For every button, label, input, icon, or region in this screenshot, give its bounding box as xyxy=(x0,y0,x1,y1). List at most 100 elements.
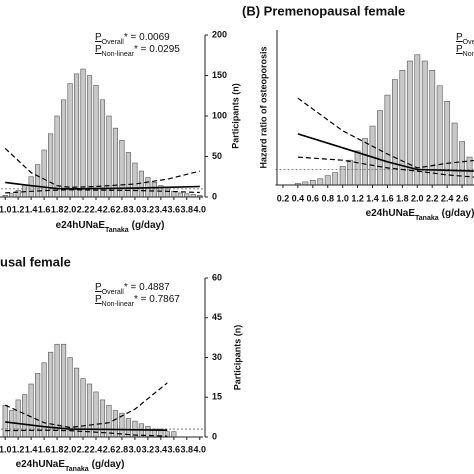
x-tick-label: 1.4 xyxy=(366,193,379,203)
p-value-annotation: POverall xyxy=(456,32,474,46)
x-tick-label: 3.0 xyxy=(129,444,142,454)
bar xyxy=(73,73,80,198)
x-tick-label: 3.4 xyxy=(155,204,168,214)
p-value: * = 0.0295 xyxy=(134,44,180,55)
bar xyxy=(54,115,60,198)
hr-line xyxy=(5,421,168,431)
bar xyxy=(2,404,8,438)
bar xyxy=(28,176,34,198)
x-tick-label: 1.8 xyxy=(51,444,64,454)
bar xyxy=(317,178,324,186)
x-tick-label: 0.4 xyxy=(292,193,305,203)
x-label-unit: (g/day) xyxy=(132,220,165,231)
p-value: * = 0.7867 xyxy=(134,294,180,305)
bar xyxy=(309,180,316,186)
panel-title: (B) Premenopausal female xyxy=(242,3,405,18)
x-tick-label: 2.2 xyxy=(426,193,439,203)
p-value-annotation: PNon-linear* = 0.7867 xyxy=(95,294,180,308)
p-value: * = 0.0069 xyxy=(124,32,170,43)
x-tick-label: 3.0 xyxy=(129,204,142,214)
x-tick-label: 1.8 xyxy=(396,193,409,203)
x-tick-label: 2.0 xyxy=(64,204,77,214)
p-letter: P xyxy=(95,32,102,43)
x-tick-label: 2.6 xyxy=(103,204,116,214)
x-tick-label: 3.2 xyxy=(142,204,155,214)
bar xyxy=(171,431,177,438)
bar xyxy=(61,343,67,438)
bar xyxy=(384,94,391,186)
y2-tick-label: 50 xyxy=(212,151,222,161)
x-tick-label: 1.4 xyxy=(25,444,38,454)
x-tick-label: 2.2 xyxy=(77,204,90,214)
p-value-annotation: PNon-linear xyxy=(456,44,474,58)
y2-tick-label: 200 xyxy=(212,29,227,39)
x-tick-label: 4.0 xyxy=(193,444,206,454)
y2-tick-label: 150 xyxy=(212,70,227,80)
bar xyxy=(67,83,73,198)
p-subscript: Non-linear xyxy=(102,51,135,58)
y-axis-label: Hazard ratio of osteoporosis xyxy=(258,46,268,168)
p-letter: P xyxy=(95,294,102,305)
x-tick-label: 1.2 xyxy=(351,193,364,203)
bar xyxy=(41,149,47,198)
bar xyxy=(377,110,383,186)
x-label-unit: (g/day) xyxy=(442,208,474,219)
bar xyxy=(22,184,28,198)
panel-title: usal female xyxy=(0,254,71,269)
p-letter: P xyxy=(456,44,463,55)
x-label-sub: Tanaka xyxy=(65,466,89,473)
bar xyxy=(86,75,93,198)
x-tick-label: 2.8 xyxy=(116,444,129,454)
x-axis-label: e24hUNaETanaka (g/day) xyxy=(16,459,125,473)
x-tick-label: 3.6 xyxy=(168,204,181,214)
bar xyxy=(93,391,99,438)
bar xyxy=(106,115,112,198)
p-value: * = 0.4887 xyxy=(124,282,170,293)
x-tick-label: 1.2 xyxy=(12,204,25,214)
x-label-sub: Tanaka xyxy=(415,215,439,222)
p-letter: P xyxy=(456,32,463,43)
x-tick-label: 1.8 xyxy=(51,204,64,214)
bar xyxy=(67,357,73,438)
x-tick-label: 1.0 xyxy=(0,204,11,214)
bar xyxy=(112,127,119,198)
bar xyxy=(61,99,67,198)
x-tick-label: 0.8 xyxy=(321,193,334,203)
x-tick-label: 2.4 xyxy=(90,444,103,454)
x-tick-label: 3.8 xyxy=(181,444,194,454)
x-tick-label: 2.4 xyxy=(90,204,103,214)
x-tick-label: 1.0 xyxy=(0,444,11,454)
x-tick-label: 1.2 xyxy=(12,444,25,454)
bar xyxy=(354,150,361,186)
bar xyxy=(177,192,183,198)
x-tick-label: 1.4 xyxy=(25,204,38,214)
x-tick-label: 1.6 xyxy=(38,444,51,454)
y2-axis-label: Participants (n) xyxy=(232,325,242,391)
x-label-main: e24hUNaE xyxy=(56,220,106,231)
x-tick-label: 1.6 xyxy=(38,204,51,214)
bar xyxy=(15,190,21,198)
bar xyxy=(15,399,21,438)
bar xyxy=(35,164,41,198)
ci-line xyxy=(4,147,200,188)
bar xyxy=(399,70,406,186)
p-value-annotation: POverall* = 0.4887 xyxy=(95,282,170,296)
bar xyxy=(106,404,112,438)
bar xyxy=(138,170,144,198)
p-value-annotation: POverall* = 0.0069 xyxy=(95,32,170,46)
x-tick-label: 2.4 xyxy=(441,193,454,203)
x-tick-label: 3.6 xyxy=(168,444,181,454)
y2-tick-label: 30 xyxy=(212,352,222,362)
y2-tick-label: 0 xyxy=(212,431,217,441)
x-tick-label: 4.0 xyxy=(193,204,206,214)
bar xyxy=(459,141,465,186)
x-tick-label: 3.8 xyxy=(181,204,194,214)
bar xyxy=(324,175,331,186)
y2-tick-label: 45 xyxy=(212,312,222,322)
hr-line xyxy=(5,181,200,190)
x-tick-label: 2.6 xyxy=(103,444,116,454)
y2-tick-label: 60 xyxy=(212,272,222,282)
x-label-main: e24hUNaE xyxy=(16,459,66,470)
p-subscript: Non-linear xyxy=(102,301,135,308)
